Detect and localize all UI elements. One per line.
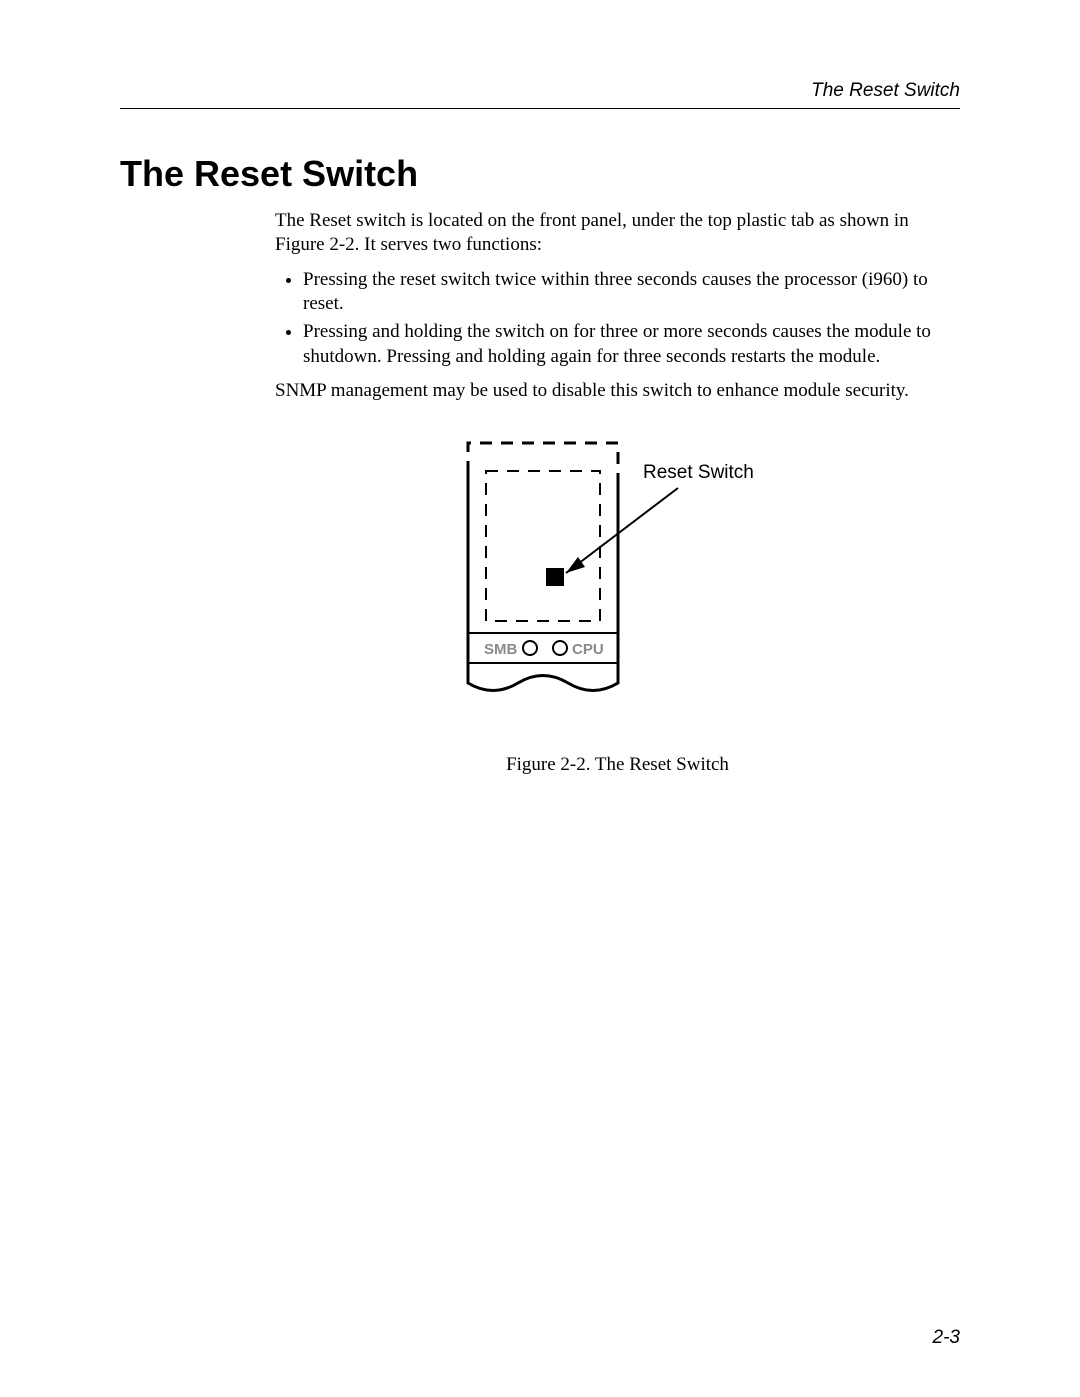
smb-label: SMB (484, 641, 518, 658)
page-title: The Reset Switch (120, 153, 960, 195)
figure-caption: Figure 2-2. The Reset Switch (275, 753, 960, 777)
note-paragraph: SNMP management may be used to disable t… (275, 379, 960, 403)
cpu-label: CPU (572, 641, 604, 658)
callout-label: Reset Switch (643, 462, 754, 483)
reset-switch-icon (546, 568, 564, 586)
list-item: Pressing and holding the switch on for t… (303, 320, 960, 369)
page: The Reset Switch The Reset Switch The Re… (0, 0, 1080, 1397)
running-head: The Reset Switch (120, 80, 960, 109)
bullet-list: Pressing the reset switch twice within t… (275, 268, 960, 369)
page-number: 2-3 (933, 1327, 960, 1349)
intro-paragraph: The Reset switch is located on the front… (275, 209, 960, 258)
body-text-block: The Reset switch is located on the front… (275, 209, 960, 777)
figure: SMB CPU Reset Switch Figure 2-2. The Res… (275, 433, 960, 777)
reset-switch-diagram: SMB CPU Reset Switch (438, 433, 798, 723)
list-item: Pressing the reset switch twice within t… (303, 268, 960, 317)
